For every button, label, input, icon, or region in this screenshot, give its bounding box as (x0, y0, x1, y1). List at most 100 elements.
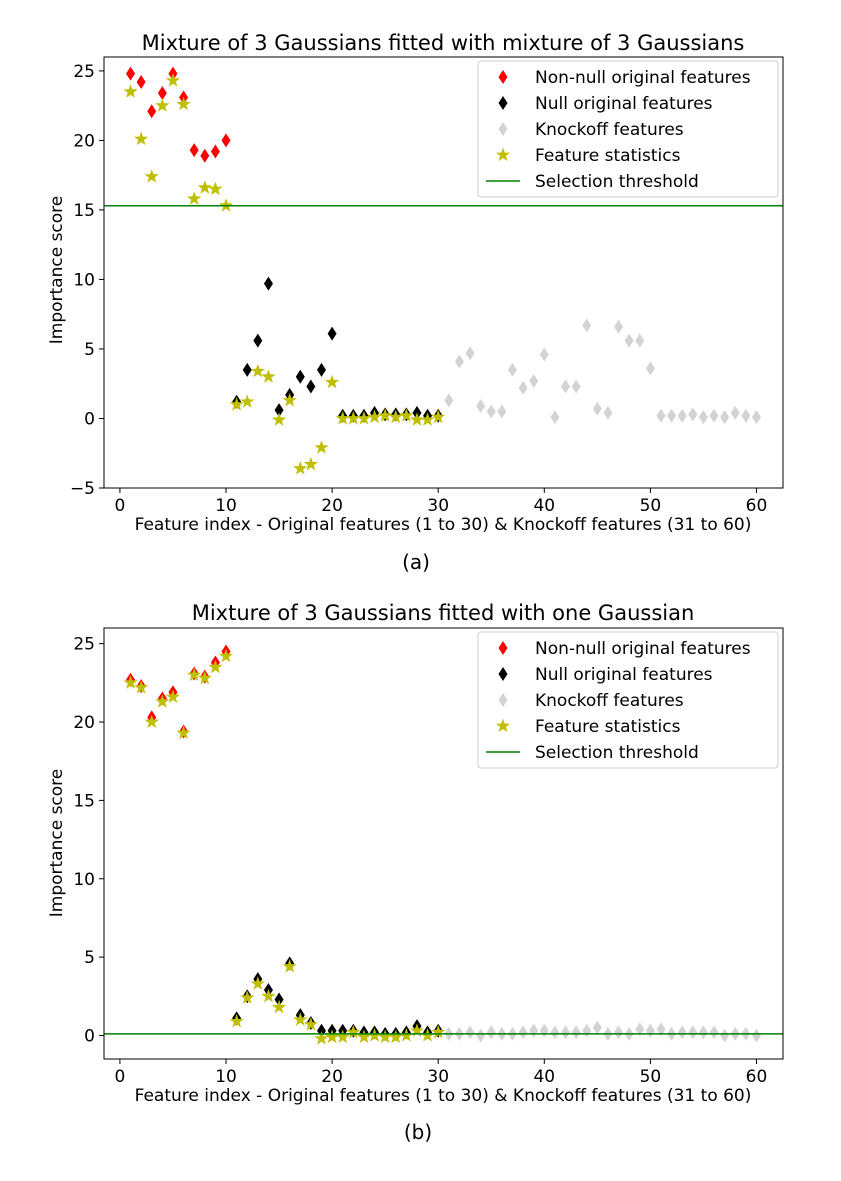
knockoff-marker (497, 404, 507, 419)
legend-label: Non-null original features (535, 68, 751, 88)
plot-frame (103, 56, 784, 489)
y-tick-label: 10 (73, 870, 95, 890)
stat-marker (208, 181, 223, 196)
knockoff-marker (518, 380, 528, 395)
knockoff-marker (656, 408, 666, 423)
null-marker (295, 369, 305, 384)
knockoff-marker (635, 1022, 645, 1037)
legend-label: Selection threshold (535, 172, 699, 192)
stat-marker (240, 990, 255, 1004)
knockoff-marker (529, 1023, 539, 1038)
stat-marker (165, 73, 181, 87)
stat-marker (409, 412, 425, 426)
stat-marker (314, 440, 329, 454)
legend-box (477, 631, 779, 769)
nonnull-marker (157, 86, 167, 101)
stat-marker (356, 411, 372, 425)
nonnull-marker (126, 66, 136, 81)
x-tick-label: 30 (427, 1067, 449, 1087)
y-tick-label: −5 (70, 479, 95, 499)
stat-marker (134, 131, 149, 146)
x-axis-label: Feature index - Original features (1 to … (135, 515, 752, 535)
x-tick-label: 20 (321, 1067, 343, 1087)
stat-marker (134, 680, 149, 694)
y-tick-label: 5 (84, 340, 95, 360)
knockoff-marker (709, 408, 719, 423)
nonnull-marker (189, 143, 199, 158)
stat-marker (250, 363, 265, 378)
knockoff-marker (476, 398, 486, 413)
y-tick-label: 15 (73, 201, 95, 221)
stat-marker (378, 408, 393, 422)
stat-marker (388, 409, 403, 424)
legend-nonnull-marker (498, 641, 508, 655)
knockoff-marker (645, 361, 655, 376)
legend-null-marker (498, 96, 508, 110)
knockoff-marker (518, 1025, 528, 1040)
stat-marker (431, 1024, 446, 1039)
null-marker (274, 403, 284, 418)
nonnull-marker (147, 104, 157, 119)
knockoff-marker (614, 1025, 624, 1040)
null-marker (316, 362, 326, 377)
legend-knockoff-marker (498, 693, 508, 707)
null-marker (253, 333, 263, 348)
y-tick-label: 10 (73, 270, 95, 290)
legend-label: Knockoff features (535, 691, 684, 711)
x-tick-label: 10 (215, 1067, 237, 1087)
knockoff-marker (592, 401, 602, 416)
stat-marker (293, 1012, 308, 1026)
legend: Non-null original features Null original … (477, 60, 779, 198)
stat-marker (335, 1029, 350, 1044)
stat-marker (229, 1013, 244, 1028)
x-tick-label: 40 (533, 1067, 555, 1087)
knockoff-marker (698, 410, 708, 425)
figure-caption: (a) (402, 550, 430, 574)
stat-marker (197, 670, 212, 685)
y-tick-label: 25 (73, 635, 95, 655)
figure-caption: (b) (404, 1120, 432, 1144)
knockoff-marker (561, 1025, 571, 1040)
knockoff-marker (476, 1028, 486, 1043)
legend-nonnull-marker (498, 70, 508, 84)
legend-box (477, 60, 779, 198)
knockoff-marker (677, 408, 687, 423)
stat-marker (409, 1023, 425, 1037)
stat-marker (388, 1029, 403, 1044)
knockoff-marker (677, 1025, 687, 1040)
stat-marker (123, 84, 138, 98)
legend: Non-null original features Null original … (477, 631, 779, 769)
stat-marker (431, 409, 446, 424)
knockoff-marker (656, 1022, 666, 1037)
stat-marker (144, 169, 159, 183)
knockoff-marker (592, 1020, 602, 1035)
knockoff-marker (465, 346, 475, 361)
chart-title: Mixture of 3 Gaussians fitted with mixtu… (142, 31, 745, 55)
stat-marker (367, 1028, 382, 1042)
x-tick-label: 0 (115, 496, 126, 516)
knockoff-marker (603, 405, 613, 420)
stat-marker (176, 725, 191, 740)
null-marker (274, 992, 284, 1007)
stat-marker (282, 959, 297, 973)
stat-marker (420, 1028, 435, 1042)
null-marker (263, 276, 273, 291)
legend-label: Selection threshold (535, 743, 699, 763)
stat-marker (229, 397, 244, 411)
knockoff-marker (582, 1023, 592, 1038)
stat-marker (144, 714, 159, 729)
plot-frame (103, 627, 784, 1060)
knockoff-marker (635, 333, 645, 348)
legend-label: Feature statistics (535, 146, 681, 166)
knockoff-marker (698, 1025, 708, 1040)
stat-marker (165, 689, 181, 703)
stat-marker (155, 98, 170, 112)
stat-marker (261, 988, 276, 1003)
stat-marker (335, 411, 350, 425)
knockoff-marker (645, 1023, 655, 1038)
knockoff-marker (709, 1025, 719, 1040)
stat-marker (240, 394, 255, 408)
stat-marker (367, 409, 382, 424)
stat-marker (197, 180, 212, 194)
